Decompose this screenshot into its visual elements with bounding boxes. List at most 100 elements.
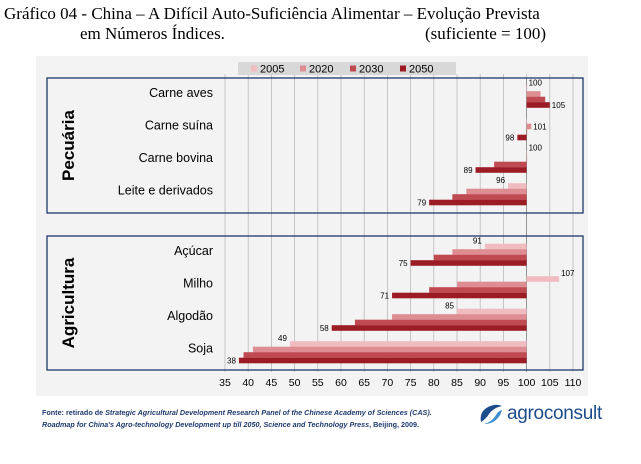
x-tick-label: 45 [266,377,278,389]
bar-2030 [354,319,527,326]
labels: Carne aves 100 105 Carne suína 101 98 Carne bo… [118,79,575,366]
source-book: Roadmap for China's Agro-technology Deve… [42,420,370,429]
panels: Pecuária Agricultura [46,77,584,371]
category-label: Leite e derivados [118,184,213,198]
bar-2050 [392,292,527,299]
data-label: 105 [552,101,566,110]
category-label: Soja [188,342,213,356]
data-label: 107 [561,269,575,278]
legend-background [238,62,456,75]
data-label: 100 [529,79,543,88]
legend-label: 2030 [359,64,383,76]
x-tick-label: 90 [474,377,486,389]
data-label: 38 [227,357,236,366]
x-tick-label: 80 [428,377,440,389]
legend-swatch [300,65,306,72]
data-label: 85 [445,302,454,311]
bar-2050 [526,102,550,108]
data-label: 91 [473,237,482,246]
category-label: Algodão [167,309,213,323]
legend-swatch [350,65,356,72]
group-label: Pecuária [59,110,78,181]
legend-swatch [251,65,257,72]
legend-label: 2005 [260,64,284,76]
source-footer-line2: Roadmap for China's Agro-technology Deve… [42,420,419,429]
group-label: Agricultura [59,257,78,348]
data-label: 100 [529,144,543,153]
data-label: 98 [505,134,514,143]
bars [238,85,560,364]
bar-2030 [243,352,527,358]
bar-2030 [452,194,527,200]
panel-border [46,77,584,214]
x-tick-label: 55 [312,377,324,389]
bar-2020 [526,123,532,130]
source-footer-line1: Fonte: retirado de Strategic Agricultura… [42,408,432,417]
x-tick-label: 60 [335,377,347,389]
data-label: 71 [380,292,389,301]
bar-2020 [526,156,528,162]
chart-title-line1: Gráfico 04 - China – A Difícil Auto-Sufi… [4,4,540,23]
bar-2020 [392,314,527,320]
x-tick-label: 105 [541,377,559,389]
bar-2050 [238,357,527,364]
chart-background [36,56,588,396]
category-label: Milho [183,277,213,291]
data-label: 49 [278,334,287,343]
bar-2020 [466,188,527,195]
x-tick-label: 35 [219,377,231,389]
x-axis: 35 40 45 50 55 60 65 70 75 80 85 90 95 100 105 110 [219,377,581,389]
bar-2030 [429,287,527,293]
bar-2005 [508,183,527,189]
logo-text: agroconsult [507,403,602,424]
bar-2020 [452,249,527,255]
bar-2020 [457,281,527,288]
agroconsult-logo: agroconsult [478,402,602,426]
bar-2030 [526,129,528,135]
bar-2020 [526,91,541,97]
x-tick-label: 50 [289,377,301,389]
x-tick-label: 110 [565,377,582,389]
bar-2005 [484,243,527,250]
bar-2050 [517,134,527,141]
bar-2050 [331,325,527,331]
logo-mark-icon [480,404,502,424]
bar-2050 [475,167,527,173]
chart-title-line2: em Números Índices. [80,24,225,43]
data-label: 58 [320,324,329,333]
category-label: Carne suína [145,119,213,133]
chart-title-note: (suficiente = 100) [425,24,546,43]
data-label: 96 [496,176,505,185]
bar-2005 [526,118,528,124]
bar-2005 [526,85,528,92]
x-tick-label: 70 [382,377,394,389]
panel-border [46,235,584,371]
bar-2030 [433,254,527,261]
data-label: 79 [417,199,426,208]
data-label: 75 [399,259,408,268]
source-prefix: Fonte: retirado de [42,408,106,417]
x-tick-label: 100 [518,377,536,389]
category-label: Carne bovina [139,151,213,165]
source-suffix: , Beijing, 2009. [369,420,420,429]
bar-2005 [457,308,527,315]
legend-swatch [400,65,406,72]
bar-2050 [429,199,527,206]
category-label: Açúcar [174,244,213,258]
category-label: Carne aves [149,86,213,100]
legend: 2005 2020 2030 2050 [238,62,456,76]
legend-label: 2020 [309,64,333,76]
bar-2030 [526,96,546,103]
x-tick-label: 85 [451,377,463,389]
x-tick-label: 95 [498,377,510,389]
bar-2005 [289,341,527,347]
x-tick-label: 65 [358,377,370,389]
bar-2050 [410,260,527,266]
legend-label: 2050 [409,64,433,76]
data-label: 89 [464,166,473,175]
bar-2005 [526,276,560,282]
x-tick-label: 75 [405,377,417,389]
source-title: Strategic Agricultural Development Resea… [105,408,432,417]
bar-2020 [252,346,527,353]
